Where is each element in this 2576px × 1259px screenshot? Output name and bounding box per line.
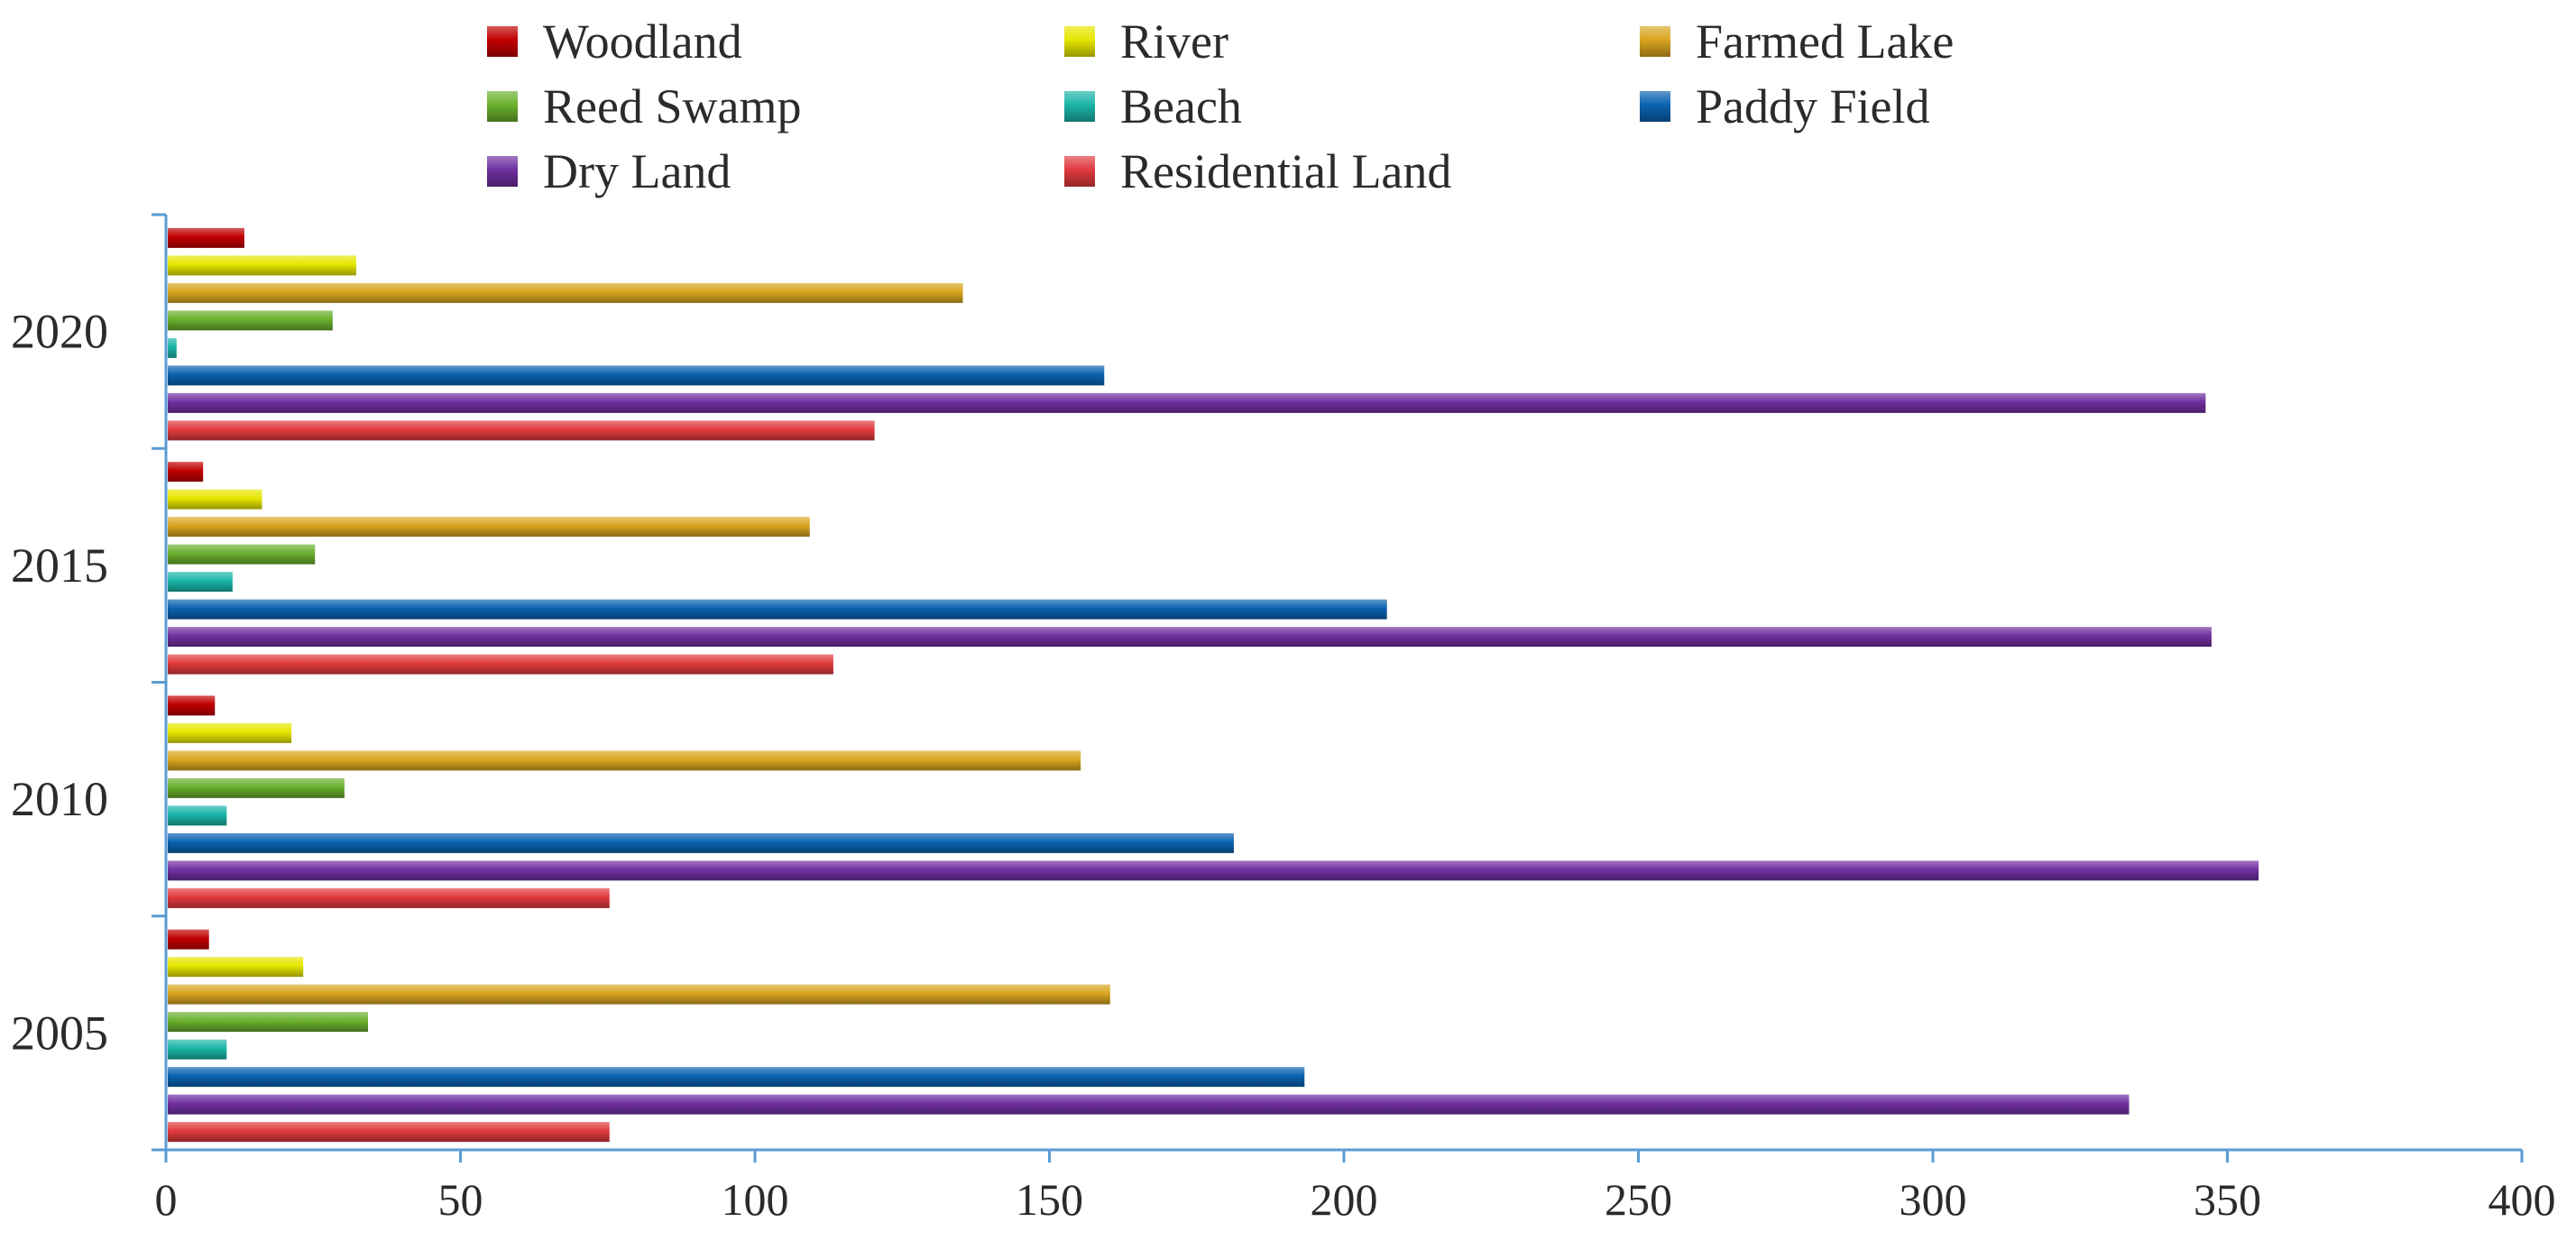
legend-swatch-dry-land xyxy=(487,156,518,187)
axes: 2020 2015 2010 2005 0 50 100 150 200 250 300 350 400 xyxy=(11,213,2556,1225)
legend-label-dry-land: Dry Land xyxy=(543,144,731,198)
x-tick-label-50: 50 xyxy=(438,1174,483,1225)
y-tick-label-2020: 2020 xyxy=(11,305,108,359)
x-tick-label-0: 0 xyxy=(155,1174,178,1225)
legend-swatch-reed-swamp xyxy=(487,91,518,122)
x-tick-label-100: 100 xyxy=(722,1174,789,1225)
y-tick-label-2015: 2015 xyxy=(11,538,108,593)
y-tick-label-2010: 2010 xyxy=(11,772,108,826)
bar-2005-residential-land xyxy=(168,1122,610,1143)
bar-2010-reed-swamp xyxy=(168,777,345,798)
x-tick-label-400: 400 xyxy=(2489,1174,2556,1225)
legend-swatch-river xyxy=(1064,26,1095,57)
bar-2015-river xyxy=(168,489,262,510)
bar-2005-river xyxy=(168,957,304,978)
legend-label-beach: Beach xyxy=(1120,79,1242,133)
bar-2005-woodland xyxy=(168,929,209,950)
bar-2010-paddy-field xyxy=(168,832,1234,853)
legend-swatch-farmed-lake xyxy=(1640,26,1670,57)
bar-2010-farmed-lake xyxy=(168,750,1081,771)
bar-2020-paddy-field xyxy=(168,365,1105,386)
y-tick-label-2005: 2005 xyxy=(11,1006,108,1060)
legend-label-farmed-lake: Farmed Lake xyxy=(1696,14,1954,69)
x-tick-label-350: 350 xyxy=(2194,1174,2261,1225)
legend-label-river: River xyxy=(1120,14,1228,69)
bar-2015-paddy-field xyxy=(168,599,1387,620)
legend-label-paddy-field: Paddy Field xyxy=(1696,79,1930,133)
x-tick-label-150: 150 xyxy=(1016,1174,1083,1225)
legend: Woodland River Farmed Lake Reed Swamp Beach P… xyxy=(487,14,1954,198)
bar-2020-residential-land xyxy=(168,420,875,441)
bar-2010-woodland xyxy=(168,695,216,716)
bar-2005-farmed-lake xyxy=(168,984,1110,1005)
legend-swatch-beach xyxy=(1064,91,1095,122)
bar-2005-paddy-field xyxy=(168,1067,1305,1088)
bar-2020-reed-swamp xyxy=(168,310,333,331)
bar-2005-dry-land xyxy=(168,1094,2130,1115)
legend-swatch-paddy-field xyxy=(1640,91,1670,122)
x-tick-label-300: 300 xyxy=(1900,1174,1967,1225)
bar-2015-residential-land xyxy=(168,654,833,675)
bar-2015-dry-land xyxy=(168,627,2212,648)
bar-2010-dry-land xyxy=(168,860,2259,881)
bar-2020-beach xyxy=(168,337,177,358)
bar-2015-woodland xyxy=(168,462,204,482)
bar-2015-farmed-lake xyxy=(168,517,810,538)
legend-label-residential-land: Residential Land xyxy=(1120,144,1451,198)
legend-swatch-woodland xyxy=(487,26,518,57)
bar-2020-dry-land xyxy=(168,392,2206,413)
legend-label-woodland: Woodland xyxy=(543,14,742,69)
legend-swatch-residential-land xyxy=(1064,156,1095,187)
bar-2010-river xyxy=(168,722,292,743)
x-tick-label-200: 200 xyxy=(1311,1174,1378,1225)
bars xyxy=(168,227,2259,1143)
bar-2010-residential-land xyxy=(168,887,610,908)
bar-2010-beach xyxy=(168,805,227,826)
bar-2005-beach xyxy=(168,1039,227,1060)
bar-2005-reed-swamp xyxy=(168,1012,369,1033)
bar-2015-beach xyxy=(168,572,233,593)
bar-2020-farmed-lake xyxy=(168,282,963,303)
bar-2020-river xyxy=(168,255,356,276)
legend-label-reed-swamp: Reed Swamp xyxy=(543,79,801,133)
bar-2015-reed-swamp xyxy=(168,544,316,565)
x-tick-label-250: 250 xyxy=(1605,1174,1672,1225)
bar-2020-woodland xyxy=(168,227,244,248)
